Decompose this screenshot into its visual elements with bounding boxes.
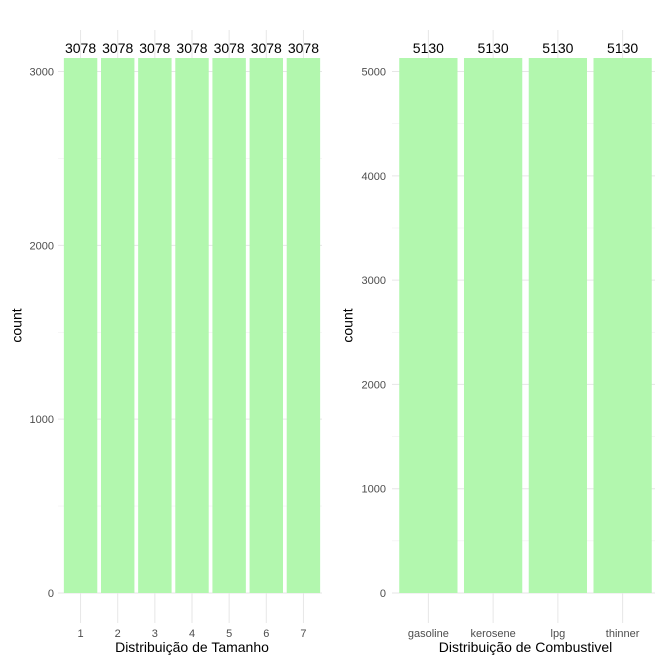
x-axis-title: Distribuição de Tamanho — [115, 639, 269, 655]
data-label: 3078 — [214, 40, 245, 56]
bar-kerosene — [463, 58, 523, 593]
y-axis-title: count — [340, 308, 356, 342]
y-tick-label: 1000 — [362, 484, 386, 496]
x-tick-label: 7 — [300, 628, 306, 640]
x-tick-label: kerosene — [470, 628, 515, 640]
bar-3 — [138, 58, 172, 593]
y-axis-title: count — [9, 308, 25, 342]
bar-lpg — [528, 58, 588, 593]
chart-panel-2: 5130 5130 5130 5130 0 1000 2000 3000 4000 5000 gas… — [340, 30, 655, 655]
x-tick-label: 1 — [78, 628, 84, 640]
chart-panel-1: 3078 3078 3078 3078 3078 3078 3078 0 1000 2000 300… — [9, 30, 322, 655]
y-tick-label: 1000 — [30, 414, 54, 426]
bar-2 — [101, 58, 135, 593]
bar-thinner — [593, 58, 652, 593]
x-tick-label: 2 — [115, 628, 121, 640]
data-label: 3078 — [251, 40, 282, 56]
bar-4 — [175, 58, 209, 593]
data-label: 5130 — [413, 40, 444, 56]
data-label: 3078 — [288, 40, 319, 56]
data-label: 5130 — [607, 40, 638, 56]
y-tick-label: 4000 — [362, 171, 386, 183]
bar-6 — [249, 58, 283, 593]
x-tick-label: 3 — [152, 628, 158, 640]
x-axis-title: Distribuição de Combustivel — [439, 639, 613, 655]
data-label: 3078 — [176, 40, 207, 56]
data-label: 3078 — [102, 40, 133, 56]
y-tick-label: 5000 — [362, 67, 386, 79]
x-tick-label: 4 — [189, 628, 195, 640]
data-label: 3078 — [139, 40, 170, 56]
x-tick-label: lpg — [551, 628, 566, 640]
bar-7 — [286, 58, 321, 593]
y-tick-label: 2000 — [362, 379, 386, 391]
bar-5 — [212, 58, 246, 593]
y-tick-label: 0 — [48, 588, 54, 600]
y-tick-label: 0 — [380, 588, 386, 600]
x-tick-label: 5 — [226, 628, 232, 640]
x-tick-label: gasoline — [408, 628, 449, 640]
x-tick-label: thinner — [606, 628, 640, 640]
bar-1 — [63, 58, 98, 593]
y-tick-label: 3000 — [362, 275, 386, 287]
data-label: 5130 — [478, 40, 509, 56]
data-label: 5130 — [542, 40, 573, 56]
y-tick-label: 2000 — [30, 240, 54, 252]
data-label: 3078 — [65, 40, 96, 56]
y-tick-label: 3000 — [30, 67, 54, 79]
x-tick-label: 6 — [263, 628, 269, 640]
bar-gasoline — [399, 58, 458, 593]
